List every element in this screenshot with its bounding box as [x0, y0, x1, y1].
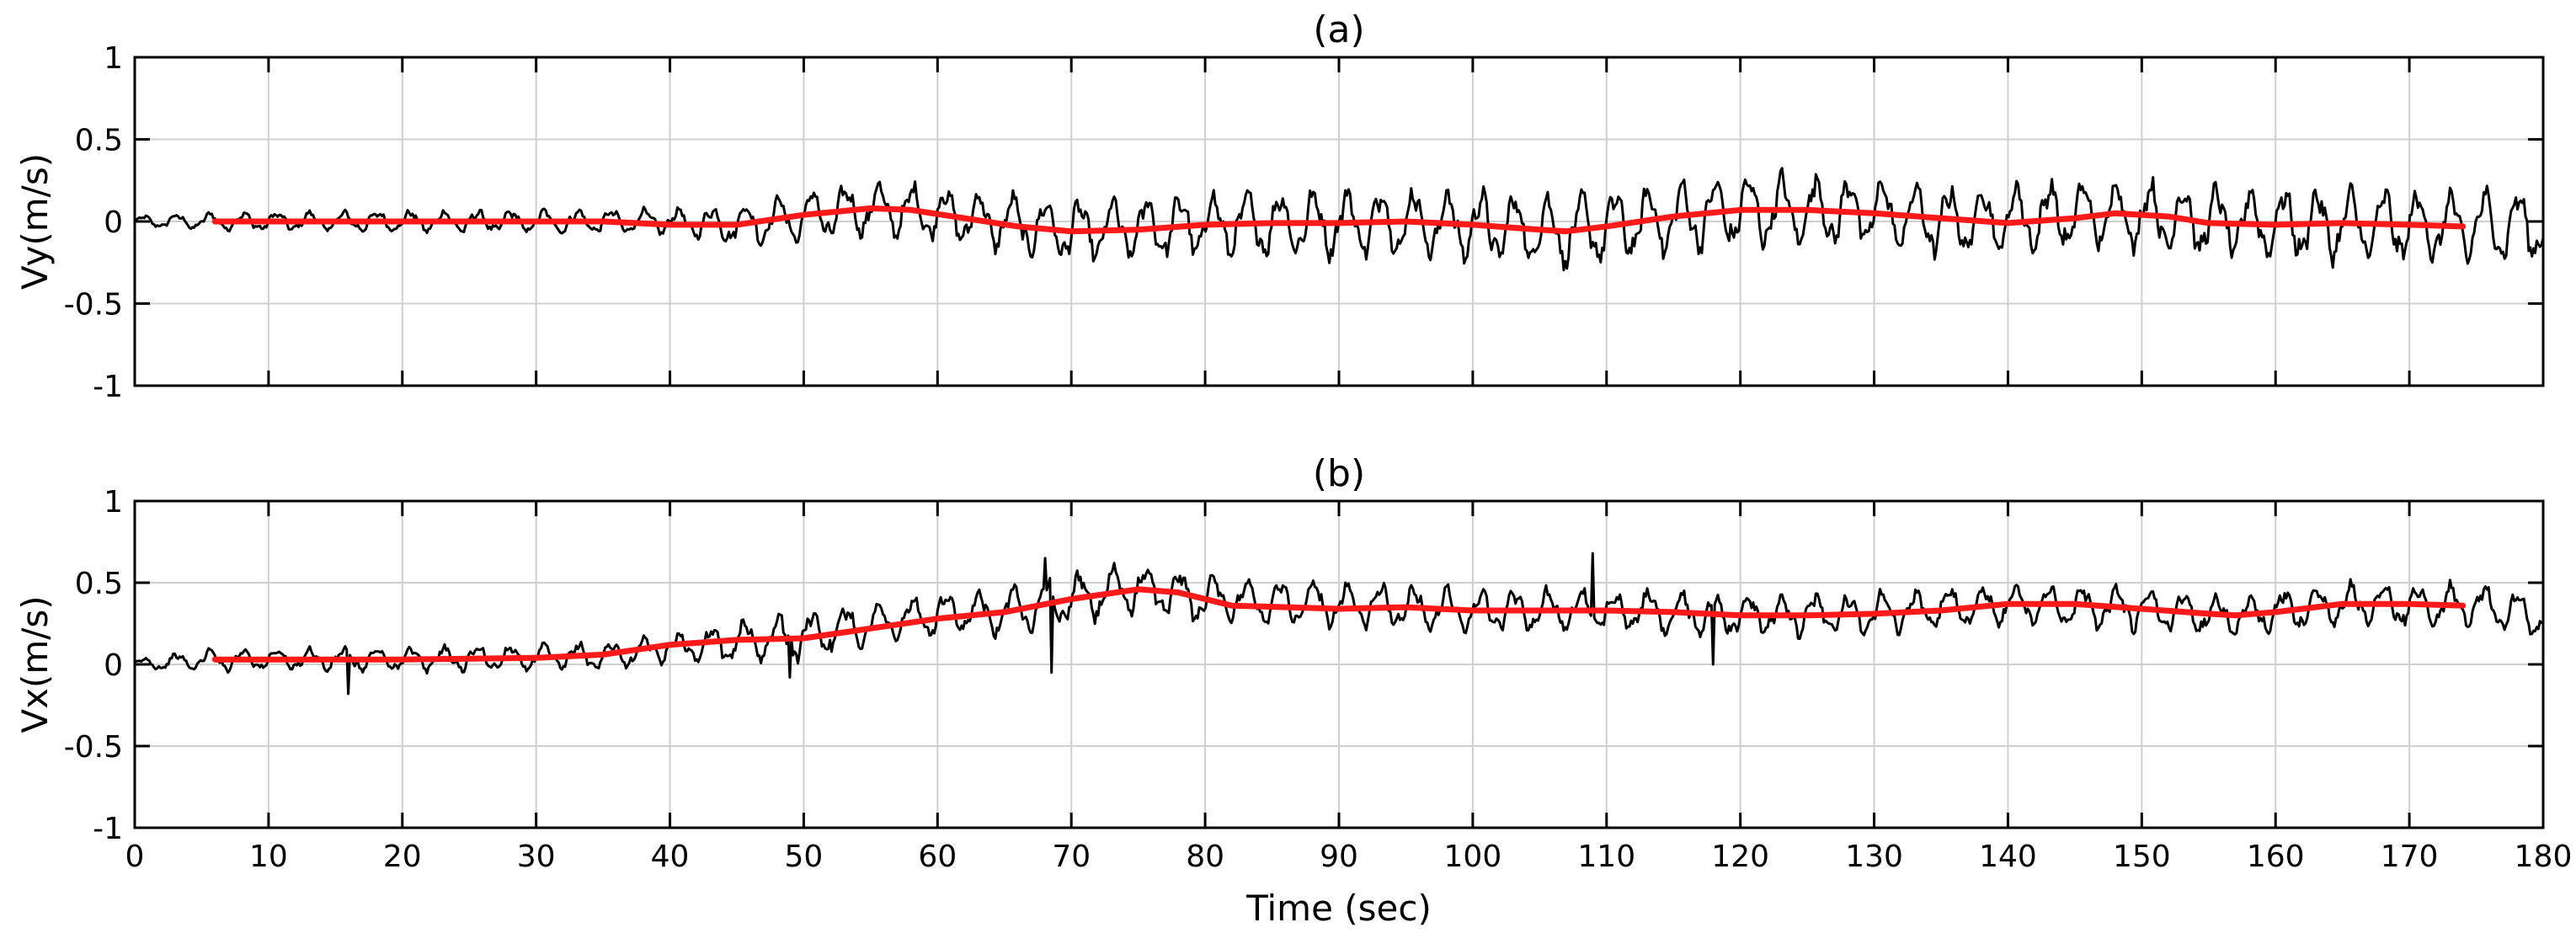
x-tick-label: 10 — [249, 840, 288, 874]
x-tick-label: 170 — [2381, 840, 2439, 874]
y-tick-label: -0.5 — [64, 288, 123, 323]
panel-b: (b) Vx(m/s) Time (sec) 0 10 20 30 40 50 60 70 80… — [14, 452, 2572, 929]
panel-a: (a) Vy(m/s) -1 -0.5 0 0.5 1 — [14, 8, 2545, 404]
panel-b-title: (b) — [1313, 452, 1365, 495]
x-tick-label: 80 — [1186, 840, 1224, 874]
x-tick-label: 0 — [125, 840, 145, 874]
y-tick-label: 1 — [104, 485, 123, 520]
series-smoothed-line — [211, 205, 2467, 235]
panel-b-xlabel: Time (sec) — [1245, 888, 1432, 929]
x-tick-label: 150 — [2113, 840, 2171, 874]
series-smoothed-line — [211, 586, 2467, 663]
x-tick-label: 180 — [2515, 840, 2573, 874]
y-tick-label: -0.5 — [64, 730, 123, 765]
x-tick-label: 160 — [2247, 840, 2305, 874]
x-tick-label: 140 — [1979, 840, 2037, 874]
y-tick-label: 0 — [104, 648, 123, 683]
panel-b-ylabel: Vx(m/s) — [14, 595, 56, 733]
x-tick-label: 120 — [1711, 840, 1769, 874]
x-tick-label: 40 — [651, 840, 690, 874]
x-tick-label: 50 — [785, 840, 824, 874]
x-tick-label: 90 — [1320, 840, 1358, 874]
panel-a-title: (a) — [1313, 8, 1364, 51]
y-tick-label: -1 — [93, 812, 123, 846]
y-tick-label: -1 — [93, 370, 123, 404]
x-tick-label: 110 — [1577, 840, 1635, 874]
x-tick-label: 70 — [1052, 840, 1091, 874]
y-tick-label: 0.5 — [75, 124, 123, 158]
panel-a-ylabel: Vy(m/s) — [14, 153, 56, 290]
x-tick-label: 30 — [517, 840, 556, 874]
x-tick-label: 60 — [918, 840, 957, 874]
x-tick-label: 20 — [383, 840, 422, 874]
y-tick-label: 0.5 — [75, 567, 123, 601]
x-tick-label: 100 — [1444, 840, 1502, 874]
x-tick-label: 130 — [1845, 840, 1903, 874]
y-tick-label: 0 — [104, 205, 123, 240]
y-tick-label: 1 — [104, 41, 123, 76]
